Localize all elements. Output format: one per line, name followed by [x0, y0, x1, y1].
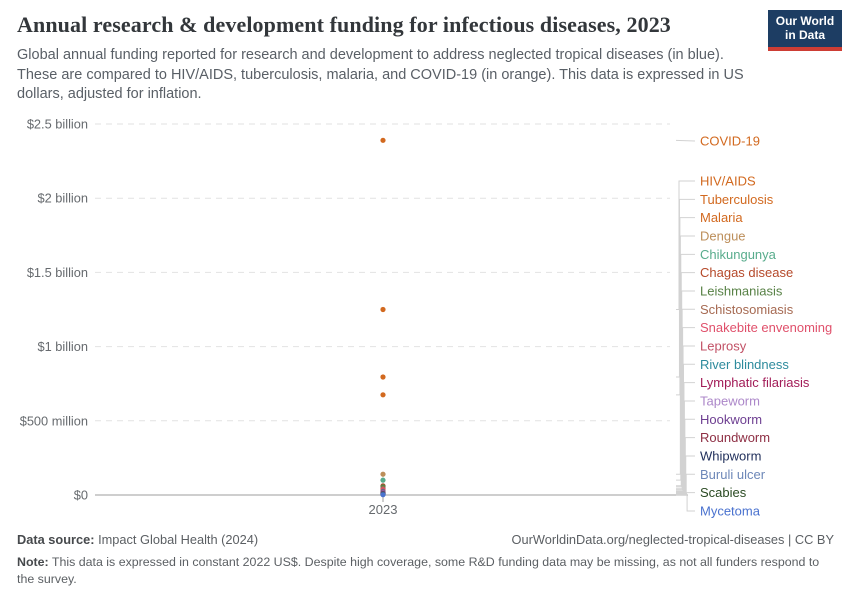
x-tick-label: 2023: [369, 502, 398, 517]
leader-line: [676, 455, 695, 495]
data-point[interactable]: [380, 477, 386, 483]
data-point[interactable]: [380, 471, 386, 477]
series-label[interactable]: Chagas disease: [700, 265, 793, 280]
data-source-text: Impact Global Health (2024): [94, 532, 259, 547]
y-tick-label: $1 billion: [37, 339, 88, 354]
y-tick-label: $1.5 billion: [27, 265, 88, 280]
owid-logo-line1: Our World: [775, 13, 835, 28]
footer-note-label: Note:: [17, 555, 49, 569]
leader-line: [676, 180, 695, 310]
leader-line: [675, 139, 696, 142]
data-point[interactable]: [380, 492, 386, 498]
series-label[interactable]: River blindness: [700, 357, 789, 372]
data-point[interactable]: [380, 306, 386, 313]
owid-logo-line2: in Data: [784, 27, 825, 42]
data-source-label: Data source:: [17, 532, 95, 547]
owid-logo-box: Our World in Data: [768, 10, 842, 47]
chart-header: Annual research & development funding fo…: [17, 12, 750, 104]
data-point[interactable]: [380, 374, 386, 380]
series-label[interactable]: Leprosy: [700, 338, 747, 353]
footer-note: Note: This data is expressed in constant…: [17, 554, 829, 587]
series-label[interactable]: Mycetoma: [700, 503, 761, 518]
chart-footer: Data source: Impact Global Health (2024)…: [17, 532, 834, 587]
series-label[interactable]: Tuberculosis: [700, 192, 774, 207]
y-tick-label: $0: [74, 488, 88, 503]
series-label[interactable]: Malaria: [700, 210, 743, 225]
series-label[interactable]: Snakebite envenoming: [700, 320, 832, 335]
footer-note-text: This data is expressed in constant 2022 …: [17, 555, 820, 586]
footer-url-link[interactable]: OurWorldinData.org/neglected-tropical-di…: [511, 532, 834, 547]
series-label[interactable]: Whipworm: [700, 448, 761, 463]
data-source: Data source: Impact Global Health (2024): [17, 532, 258, 547]
data-point[interactable]: [380, 392, 386, 398]
series-label[interactable]: Schistosomiasis: [700, 302, 794, 317]
series-label[interactable]: Scabies: [700, 485, 747, 500]
series-label[interactable]: Dengue: [700, 228, 746, 243]
data-point[interactable]: [380, 137, 386, 143]
series-label[interactable]: Buruli ulcer: [700, 467, 766, 482]
leader-line: [676, 494, 695, 512]
y-tick-label: $2 billion: [37, 191, 88, 206]
series-label[interactable]: Lymphatic filariasis: [700, 375, 810, 390]
page-title: Annual research & development funding fo…: [17, 12, 671, 37]
y-tick-label: $500 million: [20, 413, 88, 428]
chart-subtitle: Global annual funding reported for resea…: [17, 47, 744, 102]
series-label[interactable]: Roundworm: [700, 430, 770, 445]
owid-logo-stripe: [768, 47, 842, 51]
series-label[interactable]: COVID-19: [700, 134, 760, 149]
series-label[interactable]: Chikungunya: [700, 247, 777, 262]
footer-source-row: Data source: Impact Global Health (2024)…: [17, 532, 834, 547]
series-label[interactable]: Hookworm: [700, 412, 762, 427]
owid-logo[interactable]: Our World in Data: [768, 10, 842, 51]
y-tick-label: $2.5 billion: [27, 117, 88, 132]
series-label[interactable]: HIV/AIDS: [700, 174, 756, 189]
series-label[interactable]: Leishmaniasis: [700, 283, 783, 298]
series-label[interactable]: Tapeworm: [700, 393, 760, 408]
